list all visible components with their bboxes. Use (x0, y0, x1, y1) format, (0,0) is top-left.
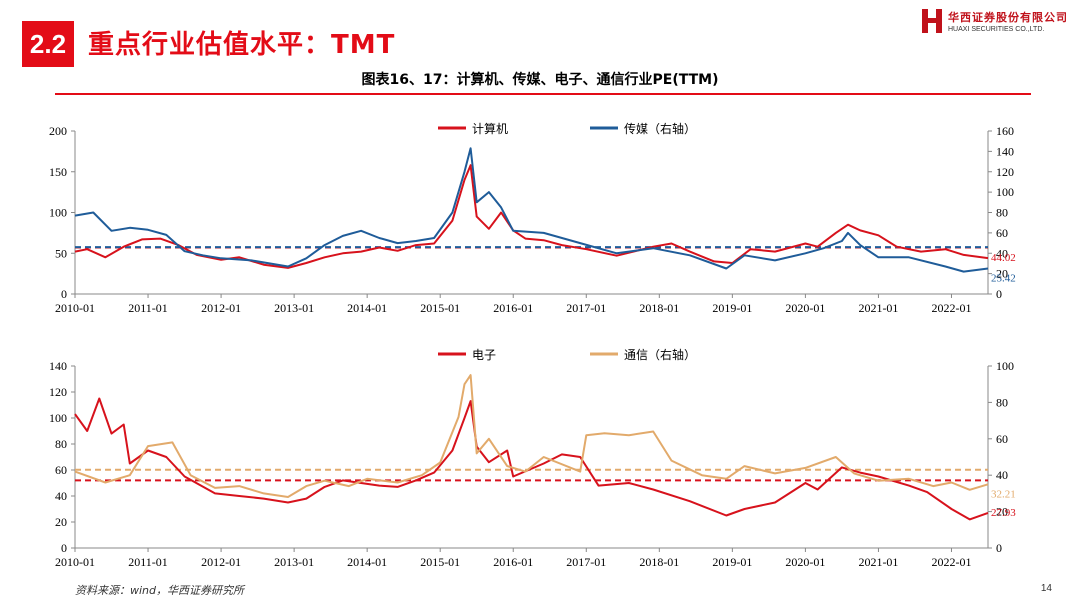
series-end-label-0: 44.02 (991, 252, 1016, 264)
legend-label-1: 通信（右轴） (624, 347, 696, 362)
left-axis-tick-label: 50 (55, 246, 67, 260)
legend-label-0: 计算机 (472, 121, 508, 136)
x-axis-tick-label: 2017-01 (566, 301, 606, 315)
right-axis-tick-label: 140 (996, 144, 1014, 158)
x-axis-tick-label: 2010-01 (55, 301, 95, 315)
x-axis-tick-label: 2021-01 (858, 301, 898, 315)
left-axis-tick-label: 100 (49, 206, 67, 220)
company-logo: 华西证券股份有限公司 HUAXI SECURITIES CO.,LTD. (921, 8, 1068, 34)
logo-chinese-name: 华西证券股份有限公司 (948, 11, 1068, 24)
x-axis-tick-label: 2018-01 (639, 301, 679, 315)
left-axis-tick-label: 100 (49, 411, 67, 425)
legend-label-0: 电子 (472, 348, 496, 362)
page-number: 14 (1040, 583, 1052, 594)
title-divider (55, 93, 1031, 95)
right-axis-tick-label: 20 (996, 505, 1008, 519)
left-axis-tick-label: 200 (49, 124, 67, 138)
x-axis-tick-label: 2016-01 (493, 555, 533, 569)
series-end-label-1: 25.42 (991, 273, 1016, 285)
x-axis-tick-label: 2021-01 (858, 555, 898, 569)
left-axis-tick-label: 140 (49, 359, 67, 373)
right-axis-tick-label: 20 (996, 267, 1008, 281)
right-axis-tick-label: 80 (996, 206, 1008, 220)
right-axis-tick-label: 0 (996, 287, 1002, 301)
x-axis-tick-label: 2014-01 (347, 301, 387, 315)
left-axis-tick-label: 150 (49, 165, 67, 179)
right-axis-tick-label: 60 (996, 226, 1008, 240)
x-axis-tick-label: 2015-01 (420, 555, 460, 569)
section-title: 重点行业估值水平：TMT (88, 30, 396, 60)
x-axis-tick-label: 2011-01 (128, 301, 168, 315)
left-axis-tick-label: 20 (55, 515, 67, 529)
huaxi-logo-icon (922, 9, 942, 33)
right-axis-tick-label: 160 (996, 124, 1014, 138)
series-line-0 (74, 397, 989, 521)
chart-computer-media: 0 50 100 150 200 0 20 40 60 80 100 120 140 160 2010-01… (49, 121, 1016, 315)
left-axis-tick-label: 40 (55, 489, 67, 503)
x-axis-tick-label: 2022-01 (931, 555, 971, 569)
left-axis-tick-label: 120 (49, 385, 67, 399)
section-number-badge: 2.2 (22, 21, 74, 67)
left-axis-tick-label: 60 (55, 463, 67, 477)
x-axis-tick-label: 2014-01 (347, 555, 387, 569)
x-axis-tick-label: 2019-01 (712, 555, 752, 569)
left-axis-tick-label: 0 (61, 541, 67, 555)
x-axis-tick-label: 2011-01 (128, 555, 168, 569)
x-axis-tick-label: 2010-01 (55, 555, 95, 569)
series-line-1 (74, 147, 989, 273)
x-axis-tick-label: 2013-01 (274, 555, 314, 569)
x-axis-tick-label: 2012-01 (201, 301, 241, 315)
right-axis-tick-label: 60 (996, 432, 1008, 446)
x-axis-tick-label: 2020-01 (785, 555, 825, 569)
x-axis-tick-label: 2013-01 (274, 301, 314, 315)
series-end-label-0: 27.93 (991, 507, 1016, 519)
x-axis-tick-label: 2016-01 (493, 301, 533, 315)
right-axis-tick-label: 100 (996, 359, 1014, 373)
series-line-0 (74, 164, 989, 269)
x-axis-tick-label: 2012-01 (201, 555, 241, 569)
source-note: 资料来源：wind，华西证券研究所 (75, 584, 245, 597)
right-axis-tick-label: 80 (996, 395, 1008, 409)
x-axis-tick-label: 2015-01 (420, 301, 460, 315)
right-axis-tick-label: 40 (996, 468, 1008, 482)
x-axis-tick-label: 2019-01 (712, 301, 752, 315)
right-axis-tick-label: 40 (996, 246, 1008, 260)
legend-label-1: 传媒（右轴） (624, 121, 696, 136)
x-axis-tick-label: 2022-01 (931, 301, 971, 315)
left-axis-tick-label: 0 (61, 287, 67, 301)
left-axis-tick-label: 80 (55, 437, 67, 451)
logo-english-name: HUAXI SECURITIES CO.,LTD. (948, 26, 1045, 33)
figure-title: 图表16、17：计算机、传媒、电子、通信行业PE(TTM) (361, 72, 719, 88)
series-line-1 (74, 374, 989, 498)
x-axis-tick-label: 2017-01 (566, 555, 606, 569)
x-axis-tick-label: 2020-01 (785, 301, 825, 315)
series-end-label-1: 32.21 (991, 488, 1016, 500)
chart-electronics-telecom: 0 20 40 60 80 100 120 140 0 20 40 60 80 100 2010-01 201… (49, 347, 1016, 569)
right-axis-tick-label: 0 (996, 541, 1002, 555)
right-axis-tick-label: 120 (996, 165, 1014, 179)
x-axis-tick-label: 2018-01 (639, 555, 679, 569)
right-axis-tick-label: 100 (996, 185, 1014, 199)
